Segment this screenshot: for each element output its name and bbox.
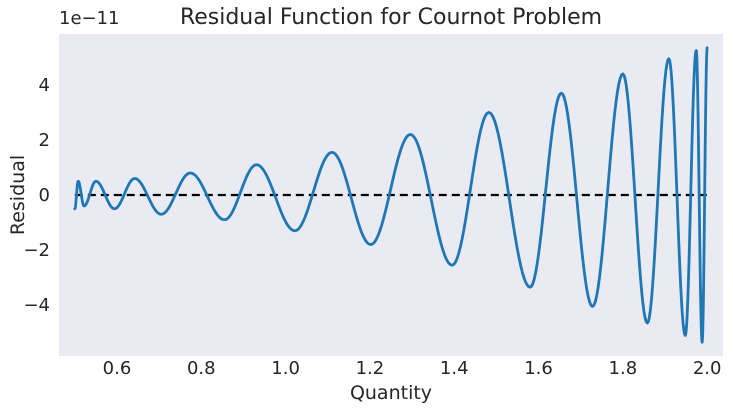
x-axis-ticks: 0.6 0.8 1.0 1.2 1.4 1.6 1.8 2.0 bbox=[103, 358, 722, 379]
x-tick-label: 1.6 bbox=[524, 358, 553, 379]
x-tick-label: 1.0 bbox=[271, 358, 300, 379]
y-tick-label: 2 bbox=[39, 130, 50, 151]
x-tick-label: 0.8 bbox=[187, 358, 216, 379]
x-tick-label: 1.4 bbox=[440, 358, 469, 379]
y-tick-label: 0 bbox=[39, 185, 50, 206]
x-tick-label: 1.2 bbox=[356, 358, 385, 379]
residual-series-line bbox=[73, 46, 709, 344]
y-tick-label: −4 bbox=[23, 295, 50, 316]
y-axis-ticks: −4 −2 0 2 4 bbox=[23, 75, 50, 316]
x-axis-label: Quantity bbox=[350, 382, 432, 404]
x-tick-label: 2.0 bbox=[693, 358, 722, 379]
y-axis-offset-label: 1e−11 bbox=[59, 8, 120, 29]
chart-title: Residual Function for Cournot Problem bbox=[180, 5, 602, 30]
y-tick-label: 4 bbox=[39, 75, 50, 96]
x-tick-label: 0.6 bbox=[103, 358, 132, 379]
y-axis-label: Residual bbox=[7, 155, 29, 235]
y-tick-label: −2 bbox=[23, 240, 50, 261]
x-tick-label: 1.8 bbox=[609, 358, 638, 379]
